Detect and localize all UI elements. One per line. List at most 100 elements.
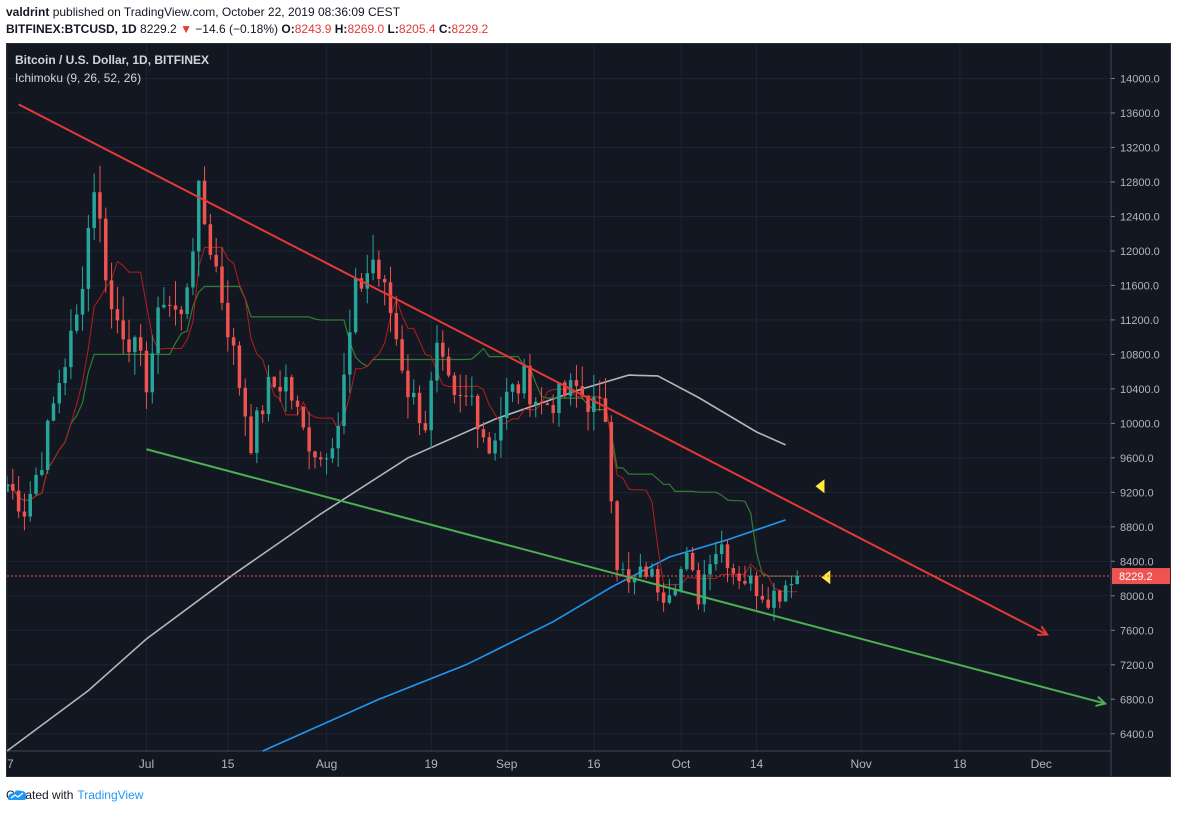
y-tick-label: 14000.0 [1120, 73, 1160, 85]
candle-body [179, 309, 184, 315]
candle-body [528, 365, 532, 405]
author-name[interactable]: valdrint [6, 5, 50, 19]
candle-body [749, 575, 753, 584]
y-tick-label: 8000.0 [1120, 591, 1154, 603]
candle-body [237, 345, 242, 388]
price-chart[interactable]: 6400.0 6800.0 7200.0 7600.0 8000.0 8400.0 8800… [7, 44, 1170, 776]
candle-body [597, 397, 602, 399]
chart-title: Bitcoin / U.S. Dollar, 1D, BITFINEX [15, 53, 210, 67]
candle-body [481, 429, 486, 438]
candle-body [92, 192, 96, 228]
candle-body [220, 266, 224, 303]
candle-body [667, 595, 672, 603]
candle-body [394, 312, 399, 340]
candle-body [11, 483, 15, 491]
candle-body [86, 227, 91, 289]
x-tick-label: 15 [221, 757, 235, 771]
y-tick-label: 12400.0 [1120, 211, 1160, 223]
candle-body [57, 383, 62, 404]
candle-body [173, 305, 178, 310]
open-label: O: [281, 22, 295, 36]
indicator-label[interactable]: Ichimoku (9, 26, 52, 26) [15, 71, 142, 85]
candle-body [783, 585, 788, 602]
candle-body [464, 395, 468, 397]
candle-body [109, 280, 114, 310]
candle-body [493, 440, 497, 454]
candle-body [725, 544, 730, 569]
candle-body [249, 416, 253, 454]
candle-body [545, 403, 550, 406]
candle-body [778, 590, 782, 602]
candle-body [51, 403, 56, 421]
y-tick-label: 12800.0 [1120, 177, 1160, 189]
candle-body [789, 583, 794, 586]
candle-body [621, 569, 625, 571]
support-arrowhead [1095, 695, 1108, 707]
open-value: 8243.9 [294, 22, 332, 36]
candle-body [586, 395, 590, 412]
candle-body [272, 376, 277, 387]
candle-body [446, 356, 451, 376]
candle-body [284, 376, 288, 392]
candle-body [719, 544, 724, 555]
candle-body [162, 304, 166, 308]
candle-body [313, 451, 317, 458]
y-tick-label: 7200.0 [1120, 660, 1154, 672]
candle-body [452, 375, 457, 396]
candle-body [115, 309, 120, 321]
candle-body [138, 337, 143, 351]
candle-body [388, 282, 393, 313]
candle-body [348, 332, 352, 375]
candle-body [319, 457, 323, 460]
candle-body [167, 304, 172, 306]
x-tick-label: Oct [672, 757, 691, 771]
y-tick-label: 8400.0 [1120, 556, 1154, 568]
last-price-tag [1112, 568, 1170, 585]
high-value: 8269.0 [347, 22, 385, 36]
candle-body [191, 251, 195, 288]
candle-body [80, 288, 85, 315]
candle-body [539, 401, 544, 404]
tradingview-brand[interactable]: TradingView [77, 788, 144, 802]
y-tick-label: 11200.0 [1120, 315, 1159, 327]
candle-body [411, 392, 416, 398]
candle-body [185, 287, 189, 315]
marker-triangle [821, 570, 831, 585]
down-arrow-icon: ▼ [180, 22, 192, 36]
candle-body [202, 180, 207, 225]
candle-body [696, 570, 701, 605]
change-value: −14.6 (−0.18%) [195, 22, 279, 36]
last-price: 8229.2 [140, 22, 177, 36]
candle-body [504, 391, 509, 418]
y-tick-label: 6800.0 [1120, 694, 1154, 706]
x-tick-label: 14 [750, 757, 764, 771]
symbol-label: BITFINEX:BTCUSD, 1D [6, 22, 137, 36]
candle-body [690, 552, 695, 571]
candle-body [365, 273, 369, 289]
footer: Created with TradingView [6, 788, 143, 802]
candle-body [278, 386, 282, 392]
candle-body [534, 401, 538, 405]
candle-body [34, 474, 38, 494]
candle-body [563, 382, 567, 396]
candle-body [685, 552, 689, 570]
y-tick-label: 10400.0 [1120, 384, 1160, 396]
candle-body [40, 470, 44, 475]
candle-body [766, 599, 770, 608]
candle-body [656, 568, 660, 593]
candle-body [580, 386, 584, 396]
candle-body [353, 278, 358, 333]
candle-body [516, 384, 521, 394]
chart-panel[interactable]: 6400.0 6800.0 7200.0 7600.0 8000.0 8400.0 8800… [6, 43, 1171, 777]
candle-body [714, 554, 718, 565]
candle-body [377, 259, 381, 279]
candle-body [69, 330, 73, 368]
candle-body [650, 568, 654, 577]
candle-body [336, 426, 340, 449]
candle-body [592, 397, 596, 412]
last-price-label: 8229.2 [1119, 571, 1153, 583]
candle-body [121, 320, 125, 340]
candle-body [28, 493, 32, 517]
support-trendline [146, 448, 1106, 705]
candle-body [522, 365, 526, 394]
